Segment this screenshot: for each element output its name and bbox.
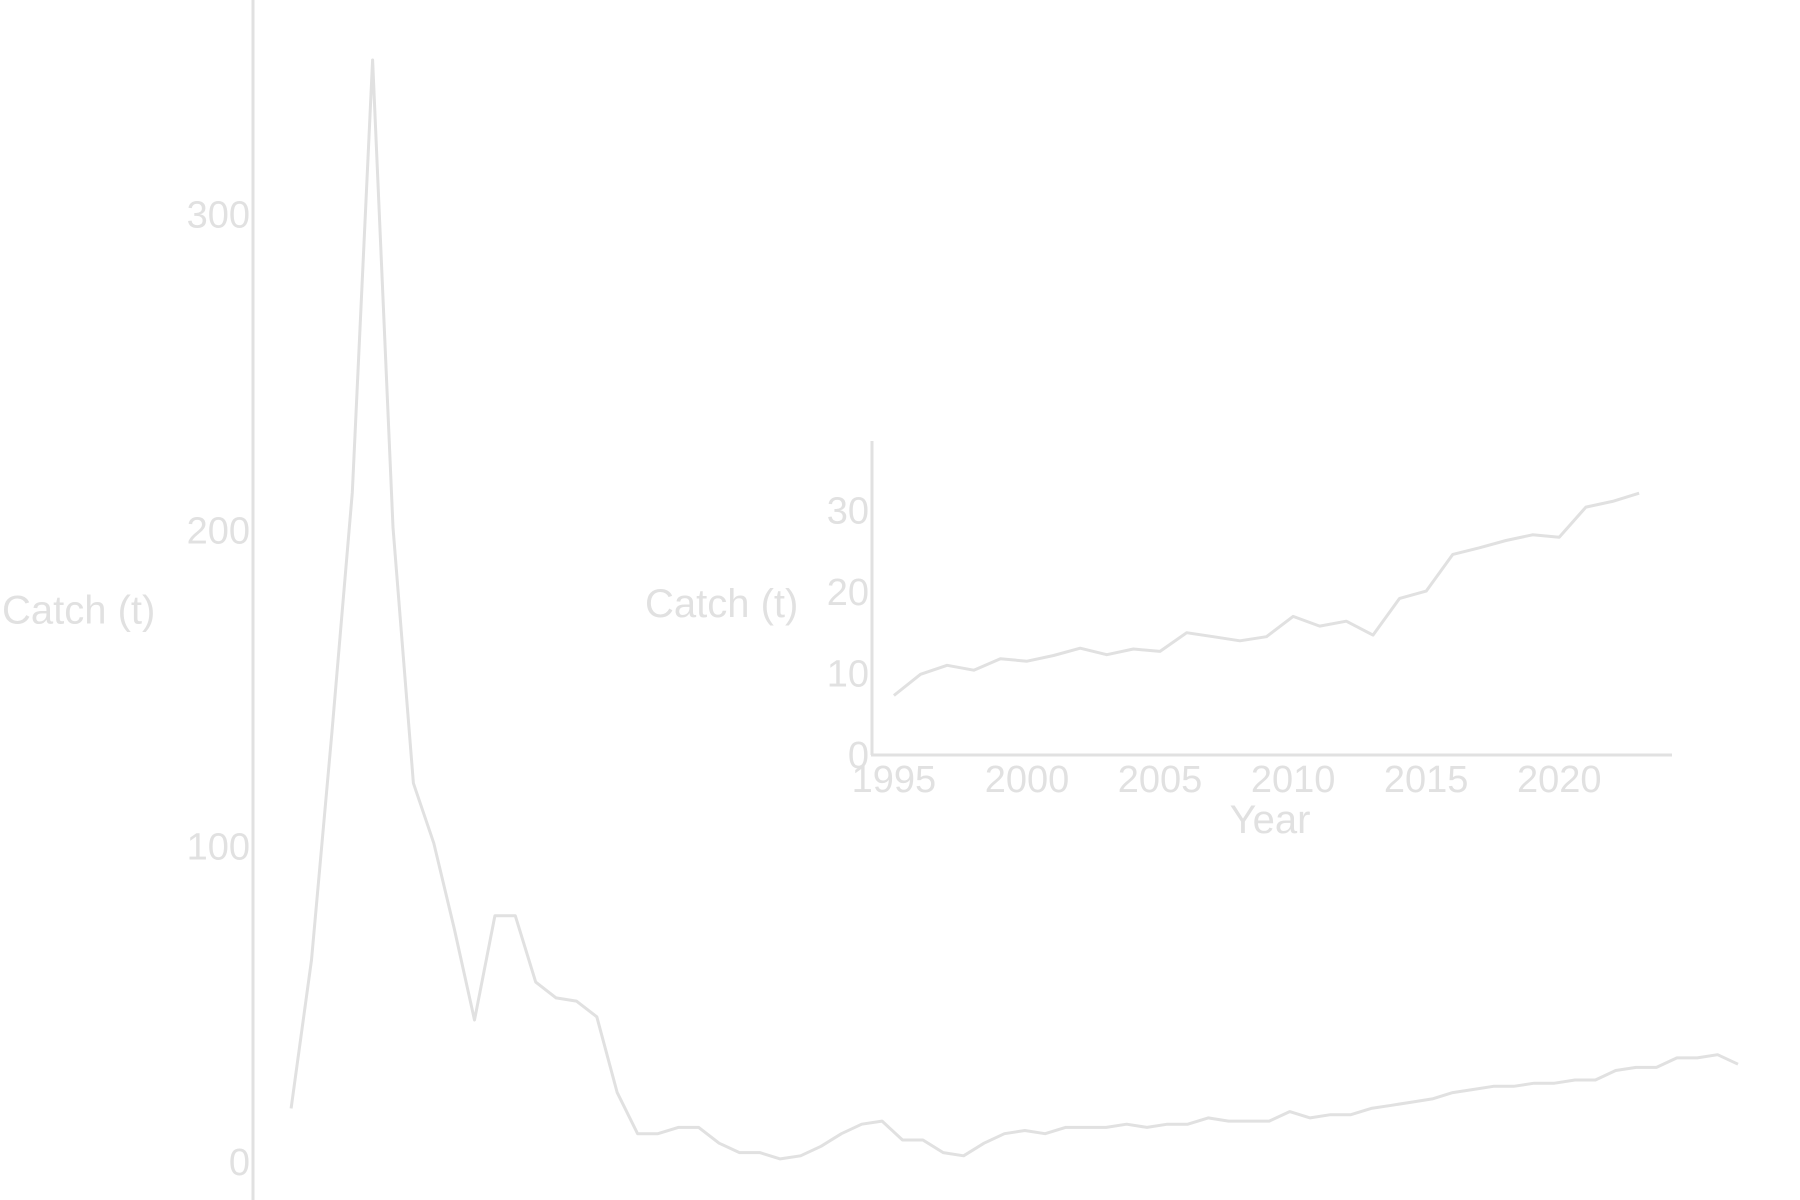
inset-y-axis-label: Catch (t) bbox=[645, 582, 798, 626]
main-y-tick-label: 300 bbox=[187, 195, 250, 237]
inset-y-tick-label: 0 bbox=[848, 735, 869, 777]
inset-x-tick-label: 1995 bbox=[852, 759, 937, 801]
inset-x-axis-label: Year bbox=[1230, 798, 1311, 842]
main-y-tick-label: 100 bbox=[187, 826, 250, 868]
inset-series-line bbox=[892, 491, 1640, 697]
inset-x-tick-label: 2000 bbox=[985, 759, 1070, 801]
main-y-axis-label: Catch (t) bbox=[2, 588, 155, 632]
main-y-tick-label: 200 bbox=[187, 511, 250, 553]
inset-y-tick-label: 20 bbox=[827, 572, 869, 614]
inset-y-tick-label: 30 bbox=[827, 490, 869, 532]
inset-x-tick-label: 2015 bbox=[1384, 759, 1469, 801]
inset-x-tick-label: 2020 bbox=[1517, 759, 1602, 801]
inset-x-tick-label: 2005 bbox=[1118, 759, 1203, 801]
main-y-tick-label: 0 bbox=[229, 1142, 250, 1184]
inset-y-tick-label: 10 bbox=[827, 653, 869, 695]
main-series-line bbox=[289, 58, 1739, 1161]
inset-x-tick-label: 2010 bbox=[1251, 759, 1336, 801]
